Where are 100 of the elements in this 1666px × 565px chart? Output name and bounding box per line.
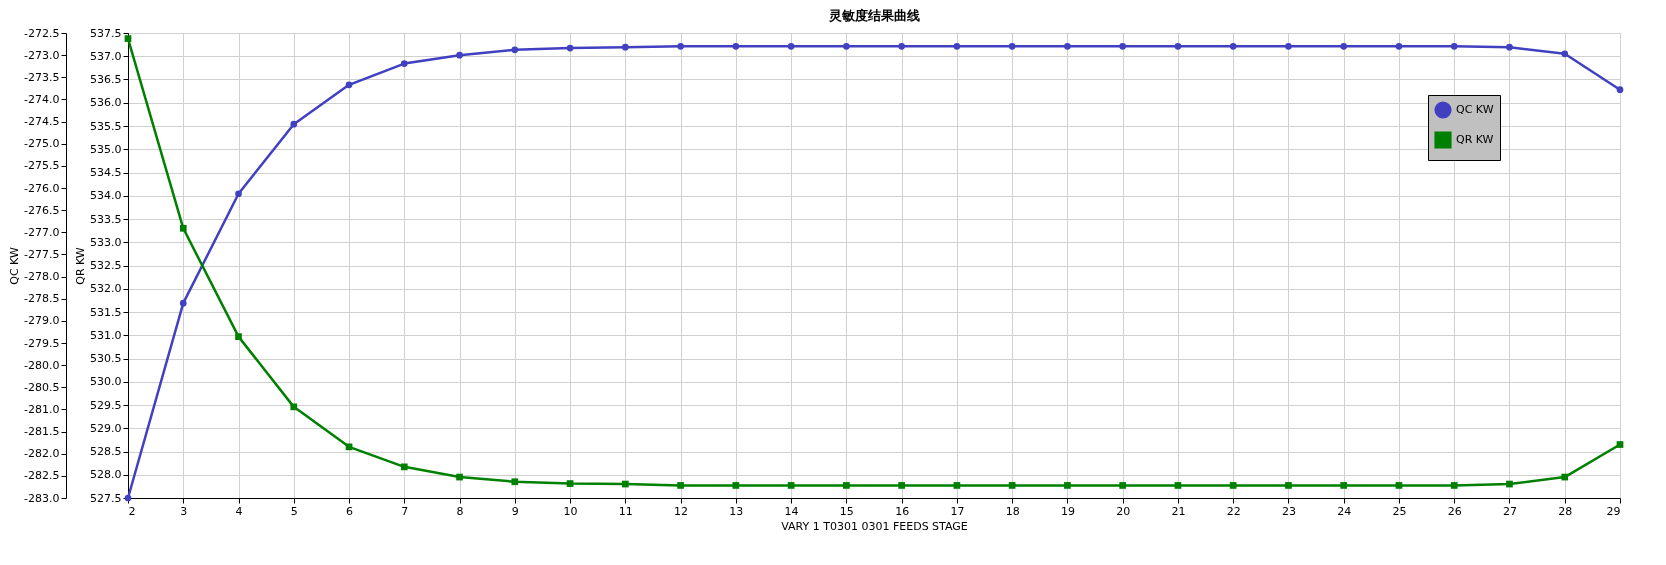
x-tick-label: 15 <box>839 504 854 518</box>
x-tick-label: 22 <box>1226 504 1241 518</box>
x-tick-label: 24 <box>1337 504 1352 518</box>
y2-tick-label: 528.0 <box>90 468 122 482</box>
point <box>843 482 850 489</box>
point <box>677 482 684 489</box>
point <box>1064 482 1071 489</box>
point <box>290 403 298 411</box>
point <box>1119 482 1127 489</box>
x-tick-label: 19 <box>1060 504 1075 518</box>
point <box>1229 42 1237 50</box>
point <box>511 478 519 486</box>
point <box>345 81 353 89</box>
x-tick-label: 11 <box>618 504 633 518</box>
point <box>953 42 961 50</box>
x-tick-label: 7 <box>401 504 409 518</box>
point <box>511 46 519 54</box>
point <box>787 482 795 489</box>
point <box>235 190 242 198</box>
y2-tick-label: 529.5 <box>90 398 122 412</box>
x-tick-label: 2 <box>128 504 136 518</box>
y-tick-label: -274.5 <box>24 115 60 129</box>
y2-tick-label: 536.5 <box>90 73 122 86</box>
y2-axis-title: QR KW <box>74 247 88 285</box>
x-tick-label: 12 <box>674 504 689 518</box>
y-tick-label: -282.0 <box>24 447 60 461</box>
point <box>1229 482 1237 489</box>
y-tick-label: -281.5 <box>24 425 60 439</box>
y-tick-label: -283.0 <box>24 491 60 505</box>
y2-tick-label: 536.0 <box>90 96 122 110</box>
point <box>1450 42 1458 50</box>
x-tick-label: 25 <box>1392 504 1407 518</box>
point <box>400 463 408 471</box>
point <box>1395 42 1403 50</box>
y2-tick-label: 530.0 <box>90 375 122 389</box>
point <box>179 299 187 307</box>
point <box>953 482 961 489</box>
point <box>1395 482 1403 489</box>
y-tick-label: -273.5 <box>24 70 60 84</box>
y2-tick-label: 534.0 <box>90 189 122 203</box>
point <box>898 42 905 50</box>
y-tick-label: -276.0 <box>24 181 60 195</box>
x-tick-label: 26 <box>1447 504 1462 518</box>
y-tick-label: -276.5 <box>24 203 60 217</box>
y2-tick-label: 530.5 <box>90 352 122 365</box>
point <box>1561 50 1569 58</box>
point <box>732 482 740 489</box>
y2-tick-label: 533.5 <box>90 212 122 226</box>
x-tick-label: 10 <box>563 504 578 518</box>
point <box>1561 473 1569 481</box>
point <box>898 482 905 489</box>
point <box>1174 42 1182 50</box>
point <box>566 44 574 52</box>
x-tick-label: 5 <box>290 504 298 518</box>
point <box>1506 480 1513 488</box>
y-tick-label: -274.0 <box>24 92 60 106</box>
y2-tick-label: 533.0 <box>90 235 122 249</box>
point <box>456 51 463 59</box>
y-tick-label: -272.5 <box>24 26 60 40</box>
point <box>400 60 408 67</box>
point <box>621 480 629 488</box>
legend-label: QR KW <box>1456 133 1494 146</box>
y-tick-label: -277.0 <box>24 225 60 239</box>
y2-tick-label: 532.5 <box>90 259 122 272</box>
y-tick-label: -279.0 <box>24 314 60 328</box>
x-tick-label: 3 <box>180 504 188 518</box>
y-tick-label: -280.5 <box>24 380 60 394</box>
point <box>677 42 684 50</box>
point <box>1616 86 1624 94</box>
point <box>1450 482 1458 489</box>
x-tick-label: 4 <box>235 504 243 518</box>
y-tick-label: -275.5 <box>24 159 60 173</box>
point <box>235 333 242 340</box>
x-tick-label: 13 <box>729 504 744 518</box>
x-tick-label: 28 <box>1558 504 1573 518</box>
y-tick-label: -273.0 <box>24 48 60 62</box>
y-tick-label: -279.5 <box>24 336 60 350</box>
y2-tick-label: 535.5 <box>90 119 122 133</box>
y2-tick-label: 532.0 <box>90 282 122 296</box>
point <box>843 42 850 50</box>
point <box>1064 42 1071 50</box>
point <box>1008 482 1016 489</box>
y-tick-label: -282.5 <box>24 469 60 483</box>
point <box>290 120 298 128</box>
x-tick-label: 16 <box>895 504 910 518</box>
y2-tick-label: 531.5 <box>90 305 122 319</box>
y2-tick-label: 528.5 <box>90 445 122 458</box>
y-tick-label: -277.5 <box>24 247 60 261</box>
y-tick-label: -278.5 <box>24 292 60 306</box>
x-tick-label: 18 <box>1005 504 1020 518</box>
point <box>1008 42 1016 50</box>
x-axis-title: VARY 1 T0301 0301 FEEDS STAGE <box>781 519 968 533</box>
point <box>1174 482 1182 489</box>
y2-tick-label: 531.0 <box>90 328 122 342</box>
x-tick-label: 23 <box>1281 504 1296 518</box>
x-tick-label: 8 <box>456 504 464 518</box>
point <box>787 42 795 50</box>
x-tick-label: 6 <box>346 504 354 518</box>
y2-tick-label: 537.0 <box>90 49 122 63</box>
point <box>732 42 740 50</box>
